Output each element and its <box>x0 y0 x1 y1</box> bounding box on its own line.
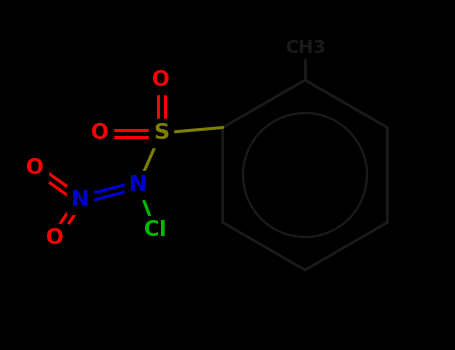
Text: O: O <box>46 228 64 248</box>
Text: O: O <box>152 70 170 90</box>
Text: O: O <box>26 158 44 178</box>
Text: CH3: CH3 <box>285 39 325 57</box>
Text: N: N <box>71 190 89 210</box>
Text: O: O <box>91 123 109 143</box>
Text: Cl: Cl <box>144 220 166 240</box>
Text: S: S <box>153 123 169 143</box>
Text: N: N <box>129 175 147 195</box>
